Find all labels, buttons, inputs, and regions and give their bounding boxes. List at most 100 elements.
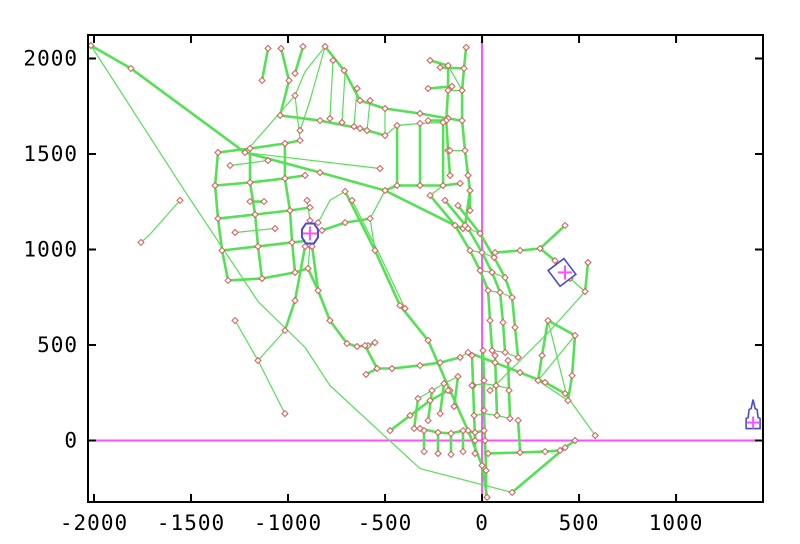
node-marker <box>541 447 549 456</box>
node-marker <box>296 126 304 135</box>
road-line <box>243 151 465 230</box>
node-marker <box>461 146 469 155</box>
node-marker <box>341 187 349 196</box>
node-marker <box>447 450 455 459</box>
road-line <box>306 267 320 292</box>
node-marker <box>488 346 496 355</box>
node-marker <box>363 126 371 135</box>
road-line <box>470 354 477 442</box>
node-marker <box>493 411 501 420</box>
plot-frame <box>87 34 764 503</box>
road-line <box>89 44 247 154</box>
node-marker <box>456 179 464 188</box>
road-line <box>317 190 346 224</box>
road-line <box>569 277 586 293</box>
node-marker <box>301 171 309 180</box>
node-marker <box>571 436 579 445</box>
node-marker <box>226 161 234 170</box>
node-marker <box>258 274 266 283</box>
node-marker <box>271 224 279 233</box>
node-marker <box>254 356 262 365</box>
node-marker <box>428 386 436 395</box>
node-marker <box>508 488 516 497</box>
node-marker <box>446 171 454 180</box>
node-marker <box>350 122 358 131</box>
node-marker <box>299 42 307 51</box>
node-marker <box>260 197 268 206</box>
node-marker <box>476 266 484 275</box>
node-marker <box>426 191 434 200</box>
road-line <box>472 413 511 420</box>
road-line <box>369 218 376 252</box>
x-tick-label: -2000 <box>60 511 128 535</box>
node-marker <box>464 171 472 180</box>
node-marker <box>304 264 312 273</box>
x-tick-label: -1000 <box>254 511 322 535</box>
node-marker <box>534 376 542 385</box>
node-marker <box>281 409 289 418</box>
node-marker <box>281 174 289 183</box>
node-marker <box>251 210 259 219</box>
node-marker <box>561 389 569 398</box>
node-marker <box>246 178 254 187</box>
node-marker <box>314 286 322 295</box>
node-marker <box>516 246 524 255</box>
road-line <box>229 159 269 167</box>
node-marker <box>318 226 326 235</box>
node-marker <box>446 146 454 155</box>
node-marker <box>439 118 447 127</box>
node-marker <box>444 386 452 395</box>
node-marker <box>361 341 369 350</box>
node-marker <box>514 353 522 362</box>
road-line <box>364 356 462 376</box>
node-marker <box>362 370 370 379</box>
road-line <box>471 383 510 390</box>
node-marker <box>471 449 479 458</box>
node-marker <box>281 139 289 148</box>
road-line <box>323 45 464 122</box>
road-line <box>213 174 307 187</box>
road-line <box>438 66 466 70</box>
node-marker <box>456 353 464 362</box>
x-tick-label: -1500 <box>157 511 225 535</box>
road-line <box>489 290 586 392</box>
road-line <box>546 319 577 337</box>
road-line <box>343 190 489 499</box>
node-marker <box>127 64 135 73</box>
node-marker <box>436 63 444 72</box>
node-marker <box>393 181 401 190</box>
node-marker <box>366 96 374 105</box>
node-marker <box>296 136 304 145</box>
road-line <box>428 59 450 67</box>
road-line <box>452 375 460 408</box>
node-marker <box>246 144 254 153</box>
road-line <box>510 446 567 494</box>
node-marker <box>451 221 459 230</box>
y-tick-label: 500 <box>37 333 78 357</box>
node-marker <box>551 256 559 265</box>
node-marker <box>376 164 384 173</box>
node-marker <box>499 318 507 327</box>
node-marker <box>480 376 488 385</box>
road-line <box>426 389 434 422</box>
node-marker <box>241 148 249 157</box>
node-marker <box>479 346 487 355</box>
node-marker <box>264 44 272 53</box>
node-marker <box>356 96 364 105</box>
node-marker <box>440 379 448 388</box>
node-marker <box>426 396 434 405</box>
road-line <box>566 334 577 402</box>
node-marker <box>424 336 432 345</box>
road-line <box>310 245 349 345</box>
node-marker <box>416 109 424 118</box>
road-line <box>426 85 454 90</box>
node-marker <box>516 368 524 377</box>
road-line <box>234 319 286 415</box>
node-marker <box>338 118 346 127</box>
road-line <box>536 319 550 382</box>
node-marker <box>450 402 458 411</box>
road-line <box>278 114 387 137</box>
y-tick-label: 0 <box>64 428 78 452</box>
node-marker <box>501 348 509 357</box>
